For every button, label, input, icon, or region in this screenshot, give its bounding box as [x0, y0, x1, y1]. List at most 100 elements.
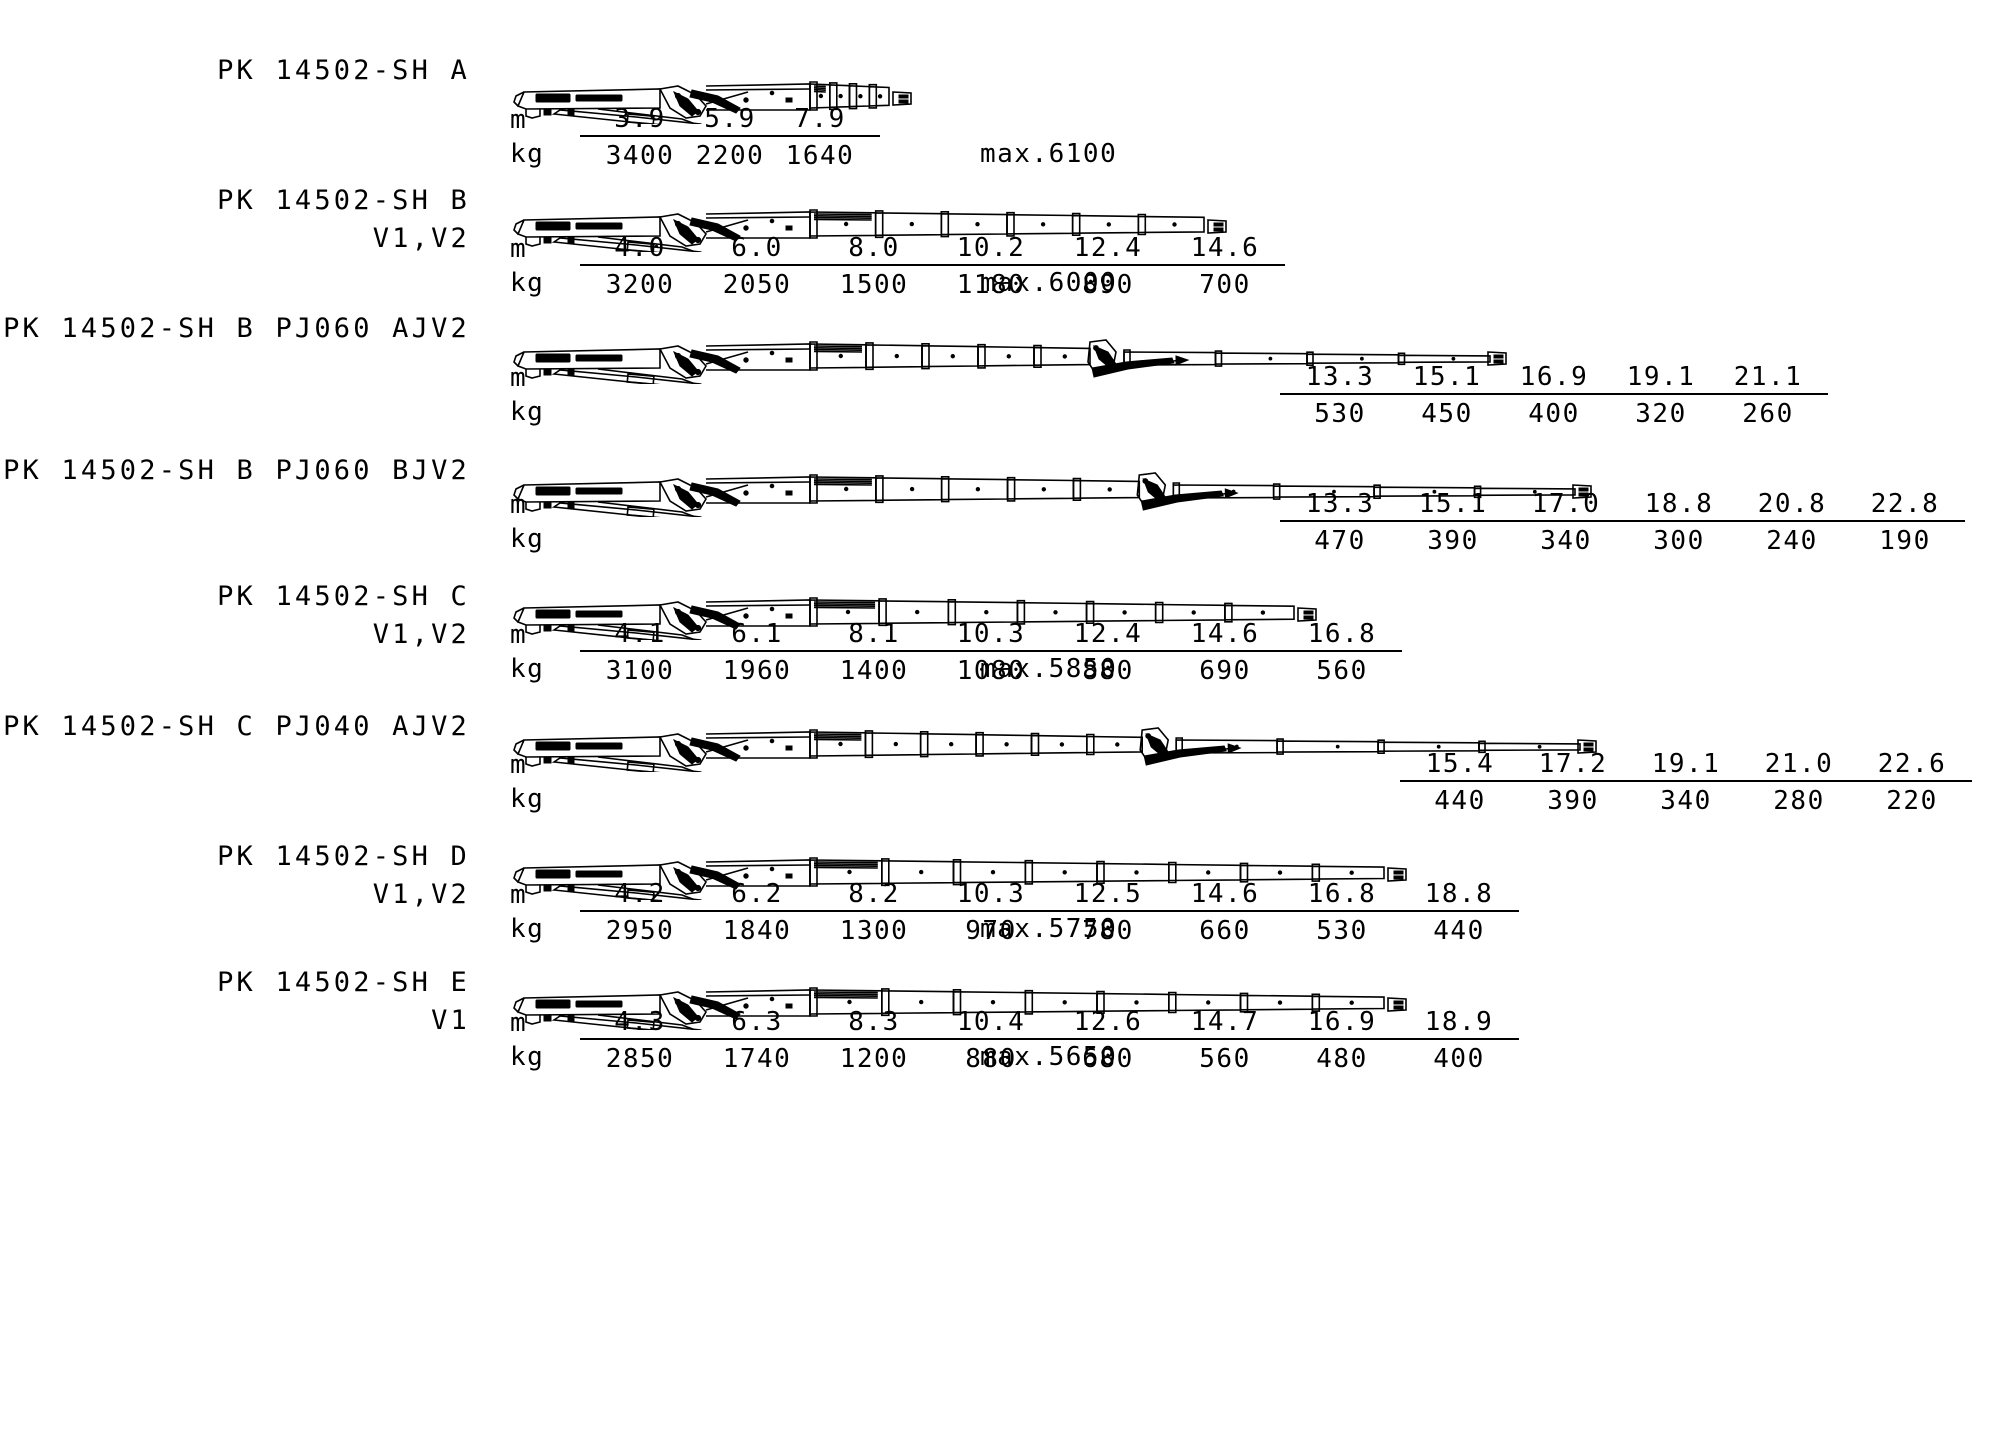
- capacity-value-kg: 400: [1528, 399, 1580, 430]
- capacity-value-kg: 400: [1433, 1044, 1485, 1075]
- outreach-value-m: 4.1: [580, 619, 700, 653]
- capacity-value-kg: 1200: [839, 1044, 909, 1075]
- model-label-line2: V1,V2: [372, 223, 470, 255]
- outreach-value-m: 14.6: [1165, 619, 1285, 653]
- crane-diagram-pk-14502-sh-e: [510, 968, 1410, 1030]
- load-cell: 12.4 880: [1048, 619, 1168, 686]
- unit-label-m: m: [510, 1008, 528, 1038]
- unit-label-kg: kg: [510, 914, 545, 944]
- load-cell: 6.1 1960: [697, 619, 817, 687]
- unit-label-kg: kg: [510, 397, 545, 427]
- model-label-pk-14502-sh-e: PK 14502-SH E V1: [0, 964, 470, 1041]
- unit-label-m: m: [510, 880, 528, 910]
- unit-label-m: m: [510, 105, 528, 135]
- outreach-value-m: 6.0: [697, 233, 817, 267]
- capacity-value-kg: 240: [1766, 526, 1818, 557]
- outreach-value-m: 21.1: [1708, 362, 1828, 396]
- capacity-value-kg: 280: [1773, 786, 1825, 817]
- capacity-value-kg: 700: [1199, 270, 1251, 301]
- load-cell: 15.1 450: [1387, 362, 1507, 430]
- load-cell: 6.0 2050: [697, 233, 817, 300]
- outreach-value-m: 19.1: [1626, 749, 1746, 783]
- outreach-value-m: 6.2: [697, 879, 817, 913]
- max-capacity-label: max.5750: [980, 914, 1118, 944]
- outreach-value-m: 15.1: [1387, 362, 1507, 396]
- outreach-value-m: 6.1: [697, 619, 817, 653]
- capacity-value-kg: 1960: [722, 656, 792, 687]
- load-cell: 16.8 560: [1282, 619, 1402, 686]
- capacity-value-kg: 440: [1433, 916, 1485, 947]
- load-cell: 15.4 440: [1400, 749, 1520, 817]
- outreach-value-m: 17.0: [1506, 489, 1626, 523]
- load-cell: 22.6 220: [1852, 749, 1972, 816]
- unit-label-kg: kg: [510, 268, 545, 298]
- outreach-value-m: 12.4: [1048, 233, 1168, 267]
- unit-label-kg: kg: [510, 139, 545, 169]
- outreach-value-m: 14.6: [1165, 233, 1285, 267]
- load-cell: 10.2 1180: [931, 233, 1051, 300]
- capacity-value-kg: 890: [1082, 270, 1134, 301]
- capacity-value-kg: 660: [1199, 916, 1251, 947]
- load-cell: 18.8 440: [1399, 879, 1519, 947]
- unit-label-kg: kg: [510, 654, 545, 684]
- unit-label-kg: kg: [510, 784, 545, 814]
- model-label-line1: PK 14502-SH B PJ060 BJV2: [3, 455, 470, 486]
- outreach-value-m: 16.8: [1282, 619, 1402, 653]
- outreach-value-m: 4.2: [580, 879, 700, 913]
- outreach-value-m: 18.8: [1399, 879, 1519, 913]
- capacity-value-kg: 1500: [839, 270, 909, 301]
- load-cell: 18.8 300: [1619, 489, 1739, 556]
- outreach-value-m: 16.9: [1282, 1007, 1402, 1041]
- capacity-value-kg: 3200: [605, 270, 675, 301]
- capacity-value-kg: 530: [1314, 399, 1366, 430]
- model-label-pk-14502-sh-b-pj060-bjv2: PK 14502-SH B PJ060 BJV2: [0, 452, 470, 490]
- capacity-value-kg: 530: [1316, 916, 1368, 947]
- capacity-value-kg: 1080: [956, 656, 1026, 687]
- model-label-pk-14502-sh-d: PK 14502-SH D V1,V2: [0, 838, 470, 915]
- outreach-value-m: 10.3: [931, 879, 1051, 913]
- load-cell: 21.1 260: [1708, 362, 1828, 429]
- capacity-value-kg: 2200: [695, 141, 765, 172]
- outreach-value-m: 16.8: [1282, 879, 1402, 913]
- outreach-value-m: 10.2: [931, 233, 1051, 267]
- load-cell: 13.3 530: [1280, 362, 1400, 430]
- load-cell: 8.2 1300: [814, 879, 934, 946]
- load-cell: 16.9 480: [1282, 1007, 1402, 1075]
- capacity-value-kg: 970: [965, 916, 1017, 947]
- outreach-value-m: 21.0: [1739, 749, 1859, 783]
- load-cell: 19.1 340: [1626, 749, 1746, 816]
- load-cell: 19.1 320: [1601, 362, 1721, 429]
- unit-label-m: m: [510, 750, 528, 780]
- crane-diagram-pk-14502-sh-b: [510, 190, 1230, 252]
- capacity-value-kg: 450: [1421, 399, 1473, 430]
- outreach-value-m: 12.5: [1048, 879, 1168, 913]
- outreach-value-m: 10.4: [931, 1007, 1051, 1041]
- load-cell: 7.9 1640: [760, 104, 880, 171]
- outreach-value-m: 19.1: [1601, 362, 1721, 396]
- capacity-value-kg: 480: [1316, 1044, 1368, 1075]
- load-cell: 20.8 240: [1732, 489, 1852, 557]
- capacity-value-kg: 2850: [605, 1044, 675, 1075]
- model-label-pk-14502-sh-b-pj060-ajv2: PK 14502-SH B PJ060 AJV2: [0, 310, 470, 348]
- capacity-value-kg: 1400: [839, 656, 909, 687]
- capacity-value-kg: 2950: [605, 916, 675, 947]
- unit-label-m: m: [510, 363, 528, 393]
- model-label-pk-14502-sh-c-pj040-ajv2: PK 14502-SH C PJ040 AJV2: [0, 708, 470, 746]
- load-cell: 12.6 680: [1048, 1007, 1168, 1075]
- unit-label-kg: kg: [510, 1042, 545, 1072]
- outreach-value-m: 8.2: [814, 879, 934, 913]
- load-cell: 6.3 1740: [697, 1007, 817, 1075]
- outreach-value-m: 14.6: [1165, 879, 1285, 913]
- capacity-value-kg: 1740: [722, 1044, 792, 1075]
- load-cell: 4.2 2950: [580, 879, 700, 947]
- capacity-value-kg: 440: [1434, 786, 1486, 817]
- model-label-line1: PK 14502-SH B PJ060 AJV2: [3, 313, 470, 344]
- capacity-value-kg: 680: [1082, 1044, 1134, 1075]
- max-capacity-label: max.6100: [980, 139, 1118, 169]
- load-cell: 4.0 3200: [580, 233, 700, 301]
- model-label-pk-14502-sh-b: PK 14502-SH B V1,V2: [0, 182, 470, 259]
- outreach-value-m: 15.1: [1393, 489, 1513, 523]
- capacity-value-kg: 1840: [722, 916, 792, 947]
- outreach-value-m: 8.3: [814, 1007, 934, 1041]
